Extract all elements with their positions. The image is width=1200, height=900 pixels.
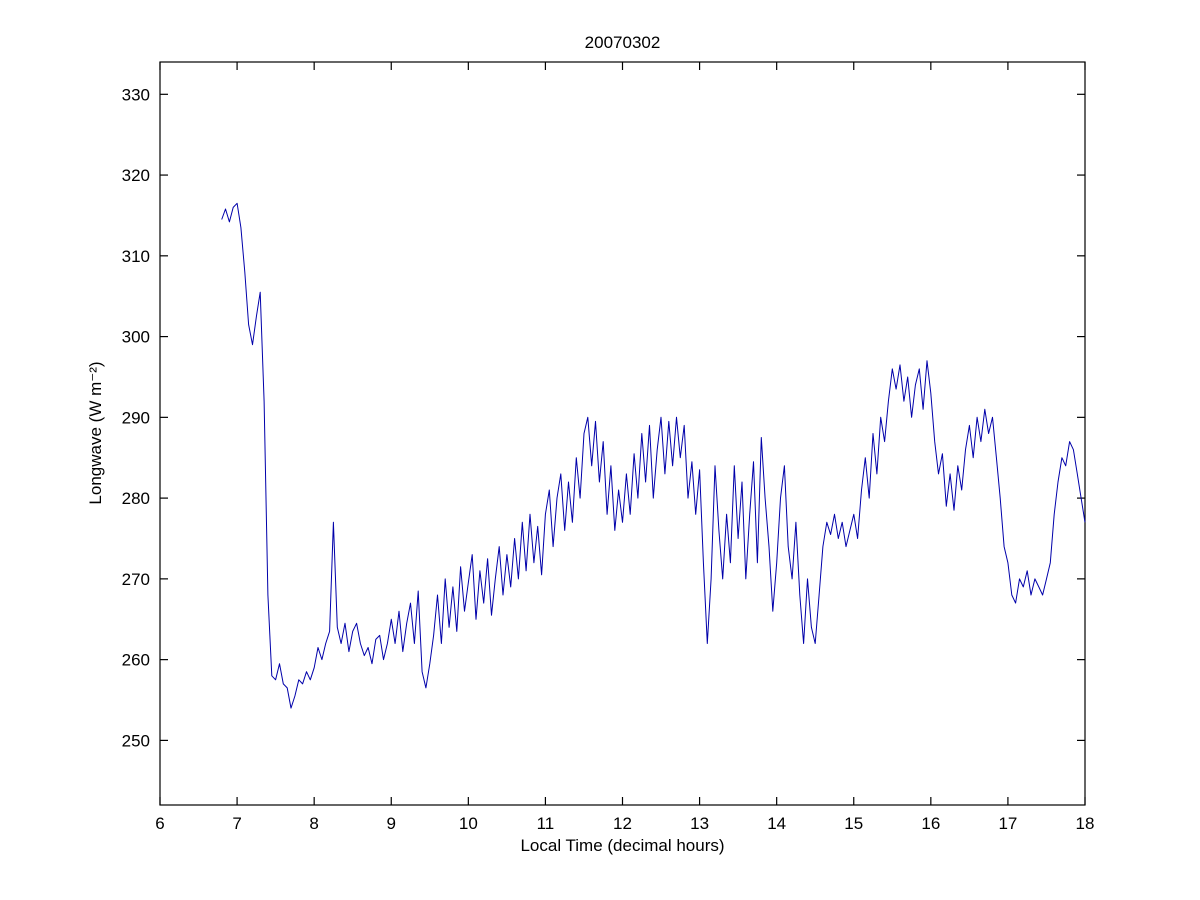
x-tick-label: 16: [921, 814, 940, 833]
x-tick-label: 10: [459, 814, 478, 833]
y-tick-label: 310: [122, 247, 150, 266]
x-tick-label: 6: [155, 814, 164, 833]
chart-title: 20070302: [584, 33, 661, 52]
x-tick-label: 13: [690, 814, 709, 833]
x-tick-label: 9: [387, 814, 396, 833]
y-tick-label: 250: [122, 731, 150, 750]
y-tick-label: 270: [122, 570, 150, 589]
x-tick-label: 17: [998, 814, 1017, 833]
x-tick-label: 14: [767, 814, 786, 833]
x-axis-label: Local Time (decimal hours): [520, 836, 725, 855]
x-tick-label: 7: [232, 814, 241, 833]
y-tick-label: 260: [122, 651, 150, 670]
y-tick-label: 280: [122, 489, 150, 508]
y-tick-label: 330: [122, 85, 150, 104]
y-tick-label: 320: [122, 166, 150, 185]
series-longwave: [221, 202, 1086, 709]
y-axis-label: Longwave (W m⁻²): [86, 361, 105, 505]
x-tick-label: 8: [309, 814, 318, 833]
x-tick-label: 11: [537, 814, 555, 833]
x-tick-label: 15: [844, 814, 863, 833]
y-tick-label: 300: [122, 328, 150, 347]
y-tick-label: 290: [122, 408, 150, 427]
plot-frame: [159, 61, 1086, 806]
x-tick-label: 18: [1076, 814, 1095, 833]
x-tick-label: 12: [613, 814, 632, 833]
